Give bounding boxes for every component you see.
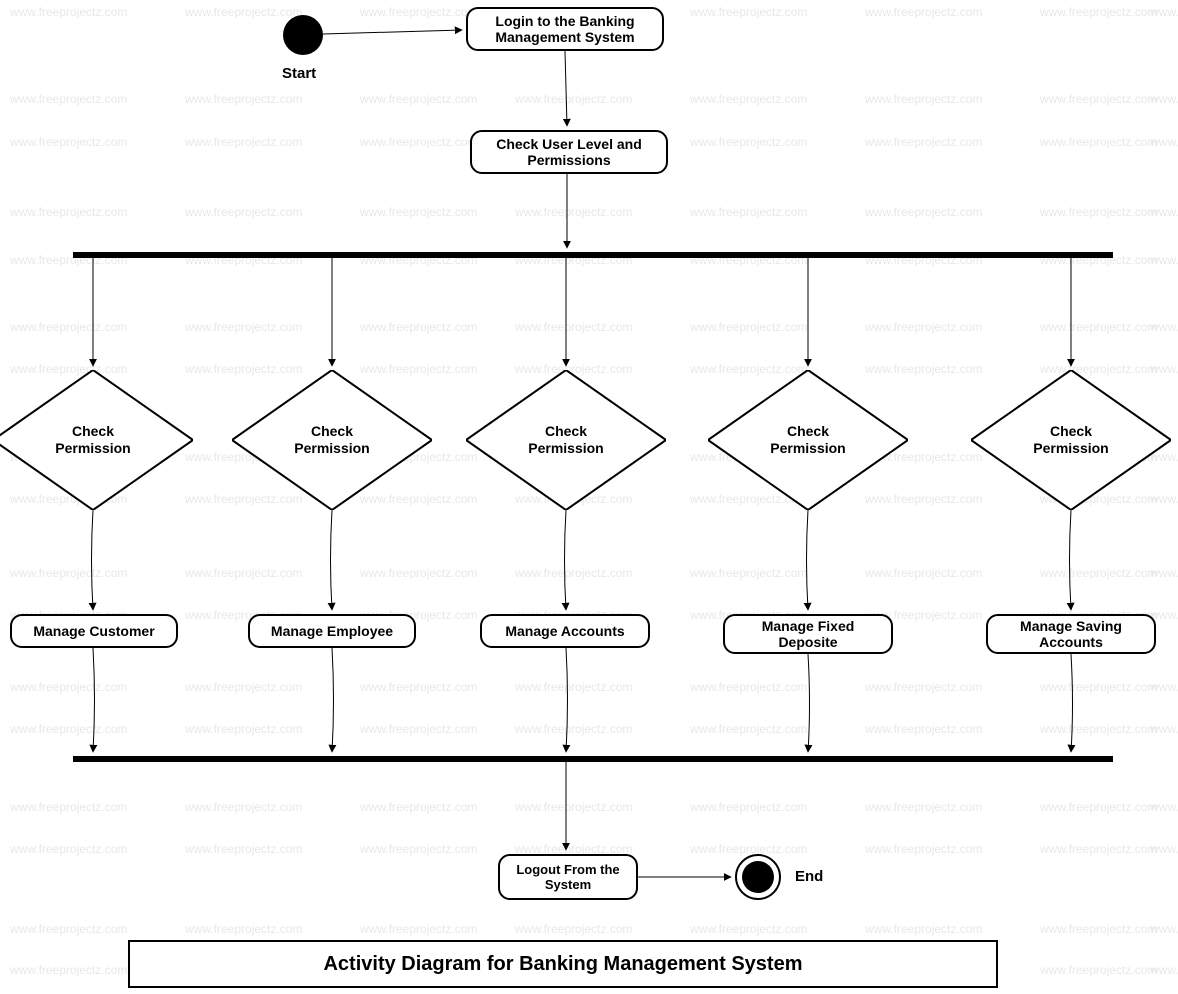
- manage-accounts-box: Manage Accounts: [480, 614, 650, 648]
- start-node: [283, 15, 323, 55]
- decision-1: Check Permission: [0, 370, 193, 510]
- join-bar: [73, 756, 1113, 762]
- logout-text: Logout From the System: [510, 862, 626, 892]
- fork-bar: [73, 252, 1113, 258]
- manage-employee-text: Manage Employee: [271, 623, 393, 639]
- decision-2-text: Check Permission: [294, 423, 369, 457]
- decision-5-text: Check Permission: [1033, 423, 1108, 457]
- manage-customer-box: Manage Customer: [10, 614, 178, 648]
- diagram-title: Activity Diagram for Banking Management …: [128, 940, 998, 988]
- manage-employee-box: Manage Employee: [248, 614, 416, 648]
- manage-saving-accounts-text: Manage Saving Accounts: [998, 618, 1144, 650]
- decision-5: Check Permission: [971, 370, 1171, 510]
- decision-3: Check Permission: [466, 370, 666, 510]
- check-box: Check User Level and Permissions: [470, 130, 668, 174]
- decision-3-text: Check Permission: [528, 423, 603, 457]
- logout-box: Logout From the System: [498, 854, 638, 900]
- decision-4-text: Check Permission: [770, 423, 845, 457]
- end-node: [735, 854, 781, 900]
- decision-2: Check Permission: [232, 370, 432, 510]
- start-label: Start: [282, 65, 316, 82]
- manage-fixed-deposite-text: Manage Fixed Deposite: [735, 618, 881, 650]
- diagram-title-text: Activity Diagram for Banking Management …: [323, 953, 802, 976]
- check-text: Check User Level and Permissions: [482, 136, 656, 168]
- login-box: Login to the Banking Management System: [466, 7, 664, 51]
- activity-diagram: Start Login to the Banking Management Sy…: [0, 0, 1178, 994]
- manage-customer-text: Manage Customer: [33, 623, 154, 639]
- decision-1-text: Check Permission: [55, 423, 130, 457]
- login-text: Login to the Banking Management System: [478, 13, 652, 45]
- decision-4: Check Permission: [708, 370, 908, 510]
- manage-fixed-deposite-box: Manage Fixed Deposite: [723, 614, 893, 654]
- manage-accounts-text: Manage Accounts: [505, 623, 624, 639]
- end-label: End: [795, 868, 823, 885]
- manage-saving-accounts-box: Manage Saving Accounts: [986, 614, 1156, 654]
